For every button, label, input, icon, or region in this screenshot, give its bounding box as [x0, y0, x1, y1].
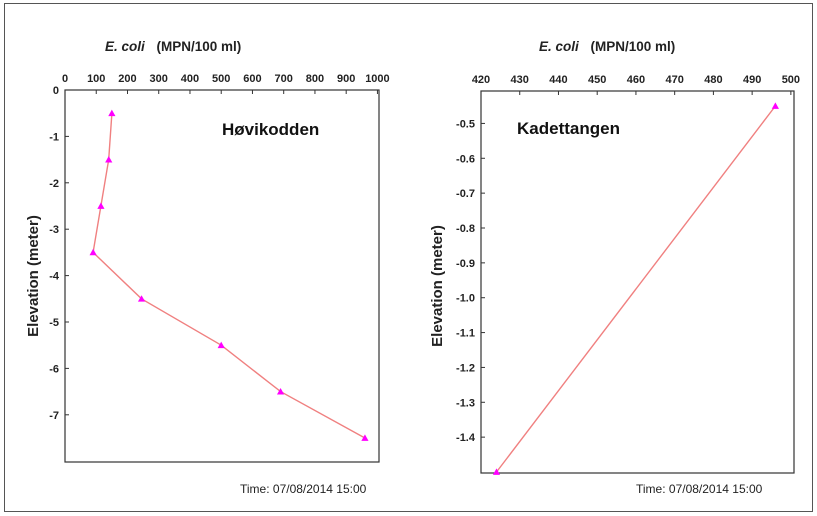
- data-point-marker: [771, 102, 779, 109]
- series-line: [92, 113, 366, 439]
- x-tick-label: 430: [511, 74, 529, 86]
- x-tick-label: 500: [782, 74, 800, 86]
- x-tick-label: 470: [665, 74, 683, 86]
- y-ticks-right: -0.5 -0.6 -0.7 -0.8 -0.9 -1.0 -1.1 -1.2 -1.3 -1.4: [456, 118, 485, 444]
- plot-area-right: [480, 90, 795, 474]
- data-point-marker: [137, 295, 146, 302]
- data-point-marker: [89, 248, 97, 256]
- x-ticks-left: 0 100 200 300 400 500 600 700 800 900 1000: [62, 73, 390, 94]
- x-tick-label: 480: [704, 74, 722, 86]
- chart-title-left: E. coli (MPN/100 ml): [105, 39, 241, 54]
- y-tick-label: -1.3: [456, 397, 475, 409]
- x-tick-label: 490: [743, 74, 761, 86]
- x-tick-label: 800: [306, 73, 324, 85]
- y-ticks-left: 0 -1 -2 -3 -4 -5 -6 -7: [49, 85, 69, 422]
- series-right: [492, 102, 779, 475]
- y-tick-label: -3: [49, 224, 59, 236]
- y-tick-label: -1.4: [456, 432, 476, 444]
- y-tick-label: 0: [53, 85, 59, 97]
- chart-panel-hovikodden: E. coli (MPN/100 ml) Elevation (meter) H…: [25, 39, 390, 496]
- series-left: [89, 109, 369, 441]
- timestamp-left: Time: 07/08/2014 15:00: [240, 482, 367, 496]
- x-tick-label: 900: [337, 73, 355, 85]
- x-tick-label: 1000: [365, 73, 389, 85]
- x-tick-label: 500: [212, 73, 230, 85]
- y-tick-label: -0.9: [456, 258, 475, 270]
- y-tick-label: -4: [49, 271, 60, 283]
- x-tick-label: 700: [275, 73, 293, 85]
- data-point-marker: [97, 202, 105, 209]
- annotation-kadettangen: Kadettangen: [517, 119, 620, 138]
- y-tick-label: -0.5: [456, 118, 475, 130]
- x-tick-label: 440: [549, 74, 567, 86]
- y-tick-label: -5: [49, 317, 59, 329]
- x-tick-label: 600: [243, 73, 261, 85]
- x-tick-label: 300: [150, 73, 168, 85]
- chart-title-right: E. coli (MPN/100 ml): [539, 39, 675, 54]
- data-point-marker: [217, 341, 225, 349]
- timestamp-right: Time: 07/08/2014 15:00: [636, 482, 763, 496]
- x-tick-label: 200: [118, 73, 136, 85]
- data-point-marker: [492, 468, 501, 475]
- figure-frame: [4, 3, 813, 512]
- y-tick-label: -1.0: [456, 293, 475, 305]
- y-tick-label: -1: [49, 131, 59, 143]
- annotation-hovikodden: Høvikodden: [222, 120, 319, 139]
- y-tick-label: -1.2: [456, 362, 475, 374]
- y-tick-label: -1.1: [456, 328, 475, 340]
- chart-panel-kadettangen: E. coli (MPN/100 ml) Elevation (meter) K…: [429, 39, 800, 496]
- x-tick-label: 460: [627, 74, 645, 86]
- data-point-marker: [108, 109, 116, 117]
- x-ticks-right: 420 430 440 450 460 470 480 490 500: [472, 74, 800, 95]
- data-point-marker: [105, 156, 113, 163]
- series-line: [495, 105, 776, 473]
- x-tick-label: 0: [62, 73, 68, 85]
- x-tick-label: 420: [472, 74, 490, 86]
- y-axis-label-left: Elevation (meter): [25, 215, 42, 337]
- x-tick-label: 450: [588, 74, 606, 86]
- data-point-marker: [361, 434, 369, 441]
- y-tick-label: -2: [49, 178, 59, 190]
- y-tick-label: -0.6: [456, 153, 475, 165]
- x-tick-label: 400: [181, 73, 199, 85]
- y-tick-label: -7: [49, 410, 59, 422]
- y-tick-label: -0.8: [456, 223, 475, 235]
- data-point-marker: [276, 388, 285, 395]
- plot-area-left: [64, 89, 380, 463]
- y-tick-label: -6: [49, 363, 59, 375]
- y-axis-label-right: Elevation (meter): [429, 225, 446, 347]
- x-tick-label: 100: [87, 73, 105, 85]
- y-tick-label: -0.7: [456, 188, 475, 200]
